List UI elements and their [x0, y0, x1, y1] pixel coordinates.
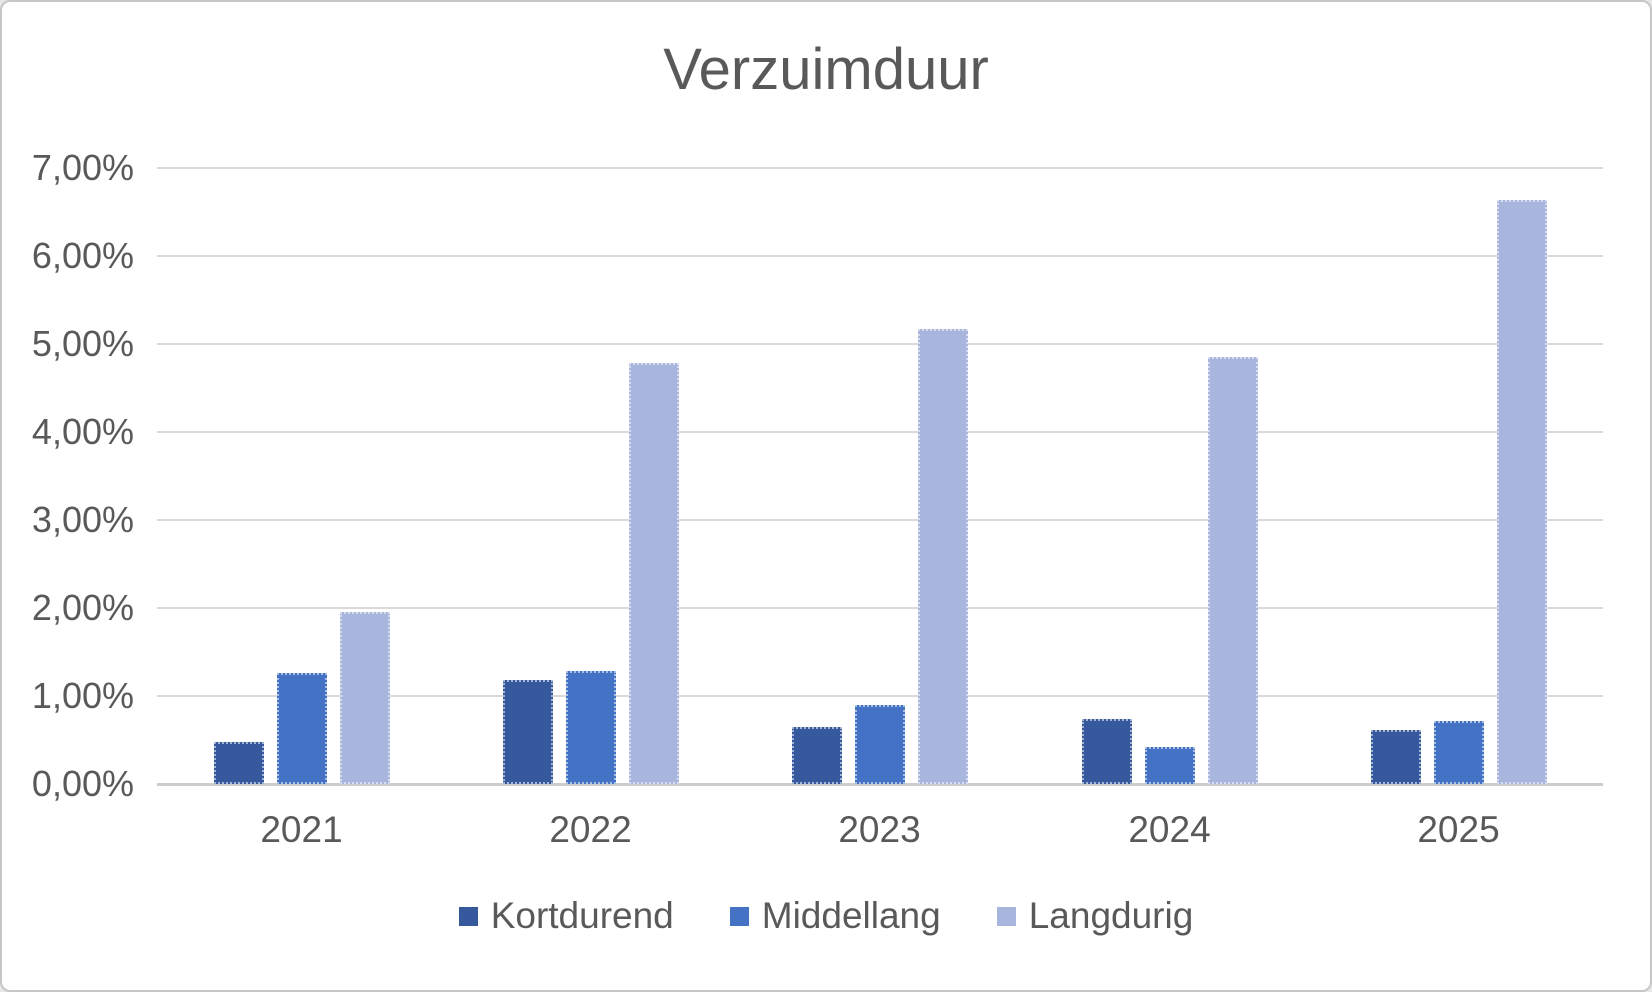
gridline	[157, 607, 1603, 609]
bar-middellang-2022[interactable]	[565, 671, 616, 784]
gridline	[157, 519, 1603, 521]
legend-item-middellang[interactable]: Middellang	[729, 895, 941, 937]
y-tick-label: 6,00%	[31, 235, 134, 276]
legend: Kortdurend Middellang Langdurig	[2, 895, 1650, 937]
bar-langdurig-2021[interactable]	[339, 612, 390, 784]
x-tick-label-2025: 2025	[1417, 809, 1500, 850]
bar-middellang-2023[interactable]	[854, 705, 905, 784]
legend-label: Middellang	[761, 895, 941, 936]
bar-langdurig-2025[interactable]	[1496, 200, 1547, 784]
bar-kortdurend-2022[interactable]	[502, 680, 553, 784]
chart-title: Verzuimduur	[663, 37, 989, 102]
bar-group-2025	[1314, 168, 1603, 784]
legend-label: Langdurig	[1028, 895, 1194, 936]
legend-item-langdurig[interactable]: Langdurig	[996, 895, 1194, 937]
y-tick-label: 2,00%	[31, 587, 134, 628]
bar-langdurig-2023[interactable]	[917, 329, 968, 784]
plot-area	[157, 167, 1603, 786]
legend-swatch-icon	[458, 906, 478, 926]
bar-kortdurend-2024[interactable]	[1081, 719, 1132, 784]
gridline	[157, 431, 1603, 433]
y-tick-label: 3,00%	[31, 499, 134, 540]
bar-group-2021	[157, 168, 446, 784]
x-tick-label-2022: 2022	[549, 809, 632, 850]
bar-kortdurend-2023[interactable]	[791, 727, 842, 784]
bar-middellang-2025[interactable]	[1433, 721, 1484, 784]
legend-label: Kortdurend	[490, 895, 674, 936]
bar-middellang-2024[interactable]	[1144, 747, 1195, 784]
bar-group-2023	[735, 168, 1024, 784]
bar-kortdurend-2025[interactable]	[1370, 730, 1421, 784]
bar-langdurig-2024[interactable]	[1207, 357, 1258, 784]
y-tick-label: 0,00%	[31, 763, 134, 804]
y-tick-label: 1,00%	[31, 675, 134, 716]
legend-swatch-icon	[996, 906, 1016, 926]
bar-group-2024	[1025, 168, 1314, 784]
y-axis: 7,00% 6,00% 5,00% 4,00% 3,00% 2,00% 1,00% 0,00%	[2, 148, 134, 804]
gridline	[157, 695, 1603, 697]
bar-kortdurend-2021[interactable]	[213, 742, 264, 784]
y-tick-label: 5,00%	[31, 323, 134, 364]
x-tick-label-2024: 2024	[1128, 809, 1211, 850]
x-tick-label-2023: 2023	[838, 809, 921, 850]
x-tick-label-2021: 2021	[260, 809, 343, 850]
gridline	[157, 255, 1603, 257]
legend-swatch-icon	[729, 906, 749, 926]
gridline	[157, 343, 1603, 345]
y-tick-label: 7,00%	[31, 147, 134, 188]
bar-group-2022	[446, 168, 735, 784]
bar-middellang-2021[interactable]	[276, 673, 327, 784]
x-axis: 2021 2022 2023 2024 2025	[157, 808, 1603, 852]
y-tick-label: 4,00%	[31, 411, 134, 452]
bar-langdurig-2022[interactable]	[628, 363, 679, 784]
gridline	[157, 167, 1603, 169]
x-axis-line	[157, 783, 1603, 786]
legend-item-kortdurend[interactable]: Kortdurend	[458, 895, 674, 937]
